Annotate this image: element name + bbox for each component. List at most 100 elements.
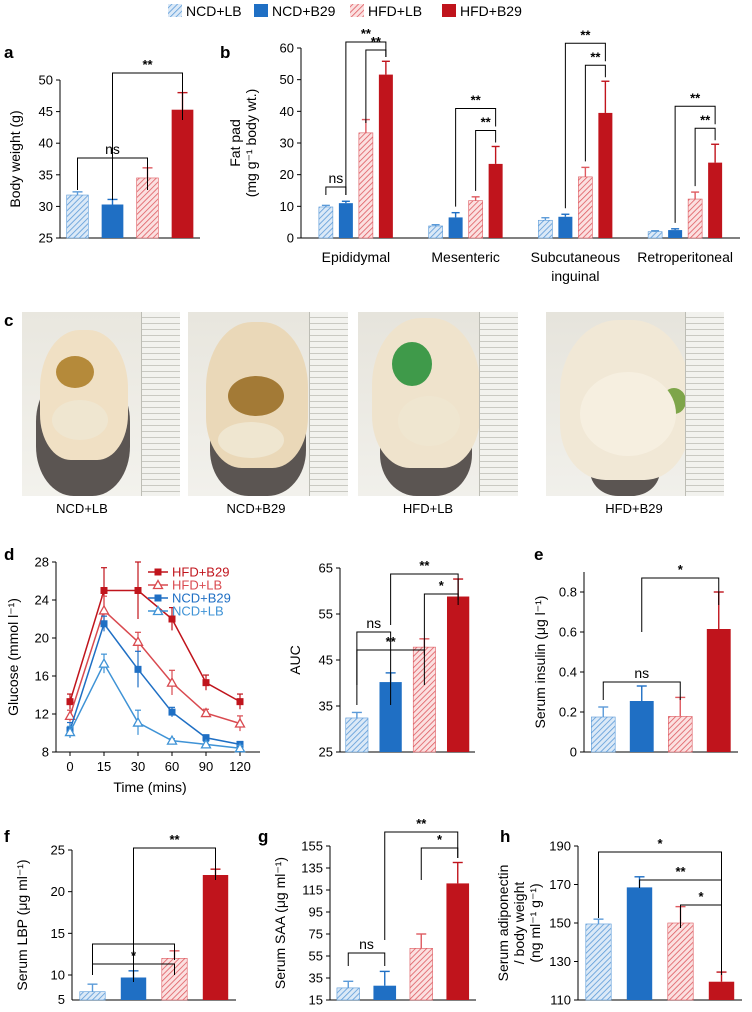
h-bar-ncd-b29 xyxy=(626,887,653,1000)
d_line-y-tick-label: 12 xyxy=(35,707,49,722)
b-bar-mesenteric-ncd-b29 xyxy=(448,217,463,238)
d_auc-y-tick-label: 55 xyxy=(319,607,333,622)
legend-swatch-ncd-lb xyxy=(168,4,182,17)
d_auc-significance-1-bracket xyxy=(356,649,425,685)
d-point-hfd-lb xyxy=(98,604,110,615)
g-y-tick-label: 155 xyxy=(301,839,323,854)
h-significance-1-label: ** xyxy=(675,864,686,879)
e-y-tick-label: 0.2 xyxy=(559,705,577,720)
e-bar-hfd-b29 xyxy=(706,629,731,752)
panel-letter-b: b xyxy=(220,43,230,62)
d_auc-significance-3-label: ** xyxy=(419,558,430,573)
b-bar-epididymal-hfd-lb xyxy=(358,132,374,239)
g-y-tick-label: 95 xyxy=(309,905,323,920)
b-significance-subcutaneous-inguinal-1-bracket xyxy=(584,64,606,162)
e-bar-ncd-lb xyxy=(591,716,616,753)
b-significance-retroperitoneal-1-label: ** xyxy=(700,112,711,127)
a-y-tick-label: 25 xyxy=(39,231,53,246)
b-significance-mesenteric-2-bracket xyxy=(455,107,497,207)
d_auc-y-tick-label: 45 xyxy=(319,653,333,668)
d-legend-marker-ncd-lb xyxy=(152,605,164,616)
b-bar-mesenteric-hfd-lb xyxy=(468,200,483,239)
d-line-ncd-lb xyxy=(69,662,241,749)
b-y-tick-label: 0 xyxy=(287,231,294,246)
f-y-tick-label: 20 xyxy=(51,884,65,899)
d-point-hfd-b29 xyxy=(134,587,142,594)
b-significance-epididymal-2-bracket xyxy=(345,41,387,195)
a-y-tick-label: 40 xyxy=(39,136,53,151)
g-significance-1-bracket xyxy=(420,847,459,880)
d-legend-label-ncd-lb: NCD+LB xyxy=(172,604,224,619)
b-group-label-subcutaneous-inguinal: inguinal xyxy=(551,268,599,284)
mouse-photo-hfd-b29 xyxy=(546,312,724,496)
a-significance-1-bracket xyxy=(112,72,183,200)
d-x-tick-label: 15 xyxy=(97,759,111,774)
h-y-axis-label: (ng ml⁻¹ g⁻¹) xyxy=(527,883,543,962)
g-bar-ncd-b29 xyxy=(373,985,397,1000)
b-bar-retroperitoneal-ncd-b29 xyxy=(668,230,683,238)
h-y-tick-label: 190 xyxy=(549,839,571,854)
d_line-y-tick-label: 8 xyxy=(42,745,49,760)
d_auc-bar-ncd-b29 xyxy=(379,682,402,752)
a-y-tick-label: 35 xyxy=(39,167,53,182)
d-y-axis-label: Glucose (mmol l⁻¹) xyxy=(5,598,21,716)
photo-label-hfd-lb: HFD+LB xyxy=(403,501,453,516)
h-significance-2-bracket xyxy=(598,851,722,975)
e-bar-ncd-b29 xyxy=(629,701,654,752)
e-y-tick-label: 0.8 xyxy=(559,585,577,600)
g-y-tick-label: 135 xyxy=(301,861,323,876)
mouse-photo-ncd-lb xyxy=(22,312,180,496)
d-point-hfd-lb xyxy=(166,676,178,687)
e-significance-0-bracket xyxy=(602,681,681,700)
b-bar-mesenteric-hfd-b29 xyxy=(488,163,503,238)
g-significance-0-label: ns xyxy=(359,936,374,952)
g-significance-1-label: * xyxy=(437,832,443,847)
d-point-ncd-lb xyxy=(98,657,110,668)
d_auc-bar-hfd-b29 xyxy=(446,596,470,752)
d-point-ncd-lb xyxy=(234,742,246,753)
legend-swatch-hfd-b29 xyxy=(442,4,456,17)
a-y-tick-label: 45 xyxy=(39,104,53,119)
f-y-tick-label: 25 xyxy=(51,843,65,858)
f-y-axis-label: Serum LBP (μg ml⁻¹) xyxy=(14,859,30,990)
photo-label-ncd-b29: NCD+B29 xyxy=(227,501,286,516)
g-bar-hfd-b29 xyxy=(446,883,470,1000)
d-point-ncd-b29 xyxy=(168,708,176,716)
d_auc-significance-2-label: * xyxy=(439,578,445,593)
a-bar-ncd-b29 xyxy=(101,204,124,238)
a-y-axis-label: Body weight (g) xyxy=(7,110,23,207)
d-legend-label-hfd-b29: HFD+B29 xyxy=(172,565,229,580)
e-y-tick-label: 0.4 xyxy=(559,665,577,680)
e-significance-1-label: * xyxy=(678,562,684,577)
panel-letter-c: c xyxy=(4,311,13,330)
photo-label-ncd-lb: NCD+LB xyxy=(56,501,108,516)
f-bar-ncd-lb xyxy=(79,991,106,1001)
d-point-hfd-lb xyxy=(234,717,246,728)
d-line-hfd-b29 xyxy=(69,589,241,703)
b-significance-subcutaneous-inguinal-1-label: ** xyxy=(590,49,601,64)
panel-letter-a: a xyxy=(4,43,14,62)
figure-legend: NCD+LB NCD+B29 HFD+LB HFD+B29 xyxy=(168,3,522,19)
d-line-hfd-lb xyxy=(69,609,241,725)
b-significance-subcutaneous-inguinal-2-label: ** xyxy=(580,27,591,42)
d-legend-label-hfd-lb: HFD+LB xyxy=(172,578,222,593)
a-bar-hfd-b29 xyxy=(171,109,194,238)
h-y-tick-label: 150 xyxy=(549,916,571,931)
f-bar-hfd-b29 xyxy=(202,875,229,1000)
g-y-axis-label: Serum SAA (μg ml⁻¹) xyxy=(272,857,288,989)
g-y-tick-label: 15 xyxy=(309,993,323,1008)
chart-e: 0 0.2 0.4 0.6 0.8 ns * Serum insulin (μg l⁻¹) xyxy=(532,562,738,760)
e-y-tick-label: 0.6 xyxy=(559,625,577,640)
h-y-tick-label: 130 xyxy=(549,954,571,969)
e-y-axis-label: Serum insulin (μg l⁻¹) xyxy=(532,596,548,729)
panel-letter-d: d xyxy=(4,545,14,564)
f-significance-1-label: ** xyxy=(169,832,180,847)
d_auc-significance-3-bracket xyxy=(390,573,459,625)
legend-label-hfd-lb: HFD+LB xyxy=(368,3,422,19)
b-bar-epididymal-ncd-lb xyxy=(318,206,334,239)
b-bar-subcutaneous-inguinal-hfd-lb xyxy=(578,176,593,239)
g-y-tick-label: 35 xyxy=(309,971,323,986)
